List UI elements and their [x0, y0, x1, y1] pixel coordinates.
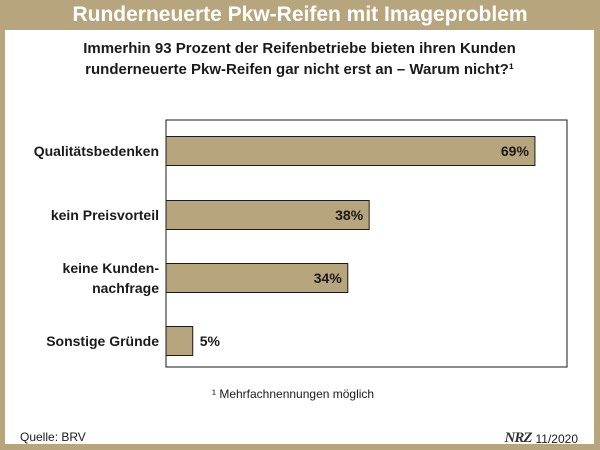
value-label-3: 34%	[314, 270, 343, 286]
subtitle-line-2: runderneuerte Pkw-Reifen gar nicht erst …	[85, 61, 514, 78]
value-label-4: 5%	[200, 333, 221, 349]
value-label-1: 69%	[501, 143, 530, 159]
category-label-3: keine Kunden-nachfrage	[63, 260, 160, 296]
date-label: 11/2020	[535, 431, 579, 446]
plot-area-frame	[165, 119, 568, 368]
footnote: ¹ Mehrfachnennungen möglich	[212, 387, 375, 401]
bar-1	[165, 136, 536, 166]
source-label: Quelle: BRV	[20, 430, 86, 444]
footer-right: NRZ 11/2020	[505, 430, 579, 447]
category-label-2: kein Preisvorteil	[51, 207, 159, 223]
bar-4	[165, 326, 194, 356]
bar-2	[165, 200, 370, 230]
bar-3	[165, 263, 349, 293]
bar-chart: Qualitätsbedenken 69% kein Preisvorteil 38%…	[34, 119, 568, 368]
chart-subtitle: Immerhin 93 Prozent der Reifenbetriebe b…	[5, 38, 594, 80]
value-label-2: 38%	[335, 207, 364, 223]
category-label-1: Qualitätsbedenken	[34, 143, 159, 159]
category-label-4: Sonstige Gründe	[46, 333, 159, 349]
nrz-logo: NRZ	[504, 430, 533, 446]
subtitle-line-1: Immerhin 93 Prozent der Reifenbetriebe b…	[83, 40, 516, 57]
chart-title: Runderneuerte Pkw-Reifen mit Imageproble…	[72, 3, 528, 26]
chart-panel: Immerhin 93 Prozent der Reifenbetriebe b…	[5, 30, 594, 447]
